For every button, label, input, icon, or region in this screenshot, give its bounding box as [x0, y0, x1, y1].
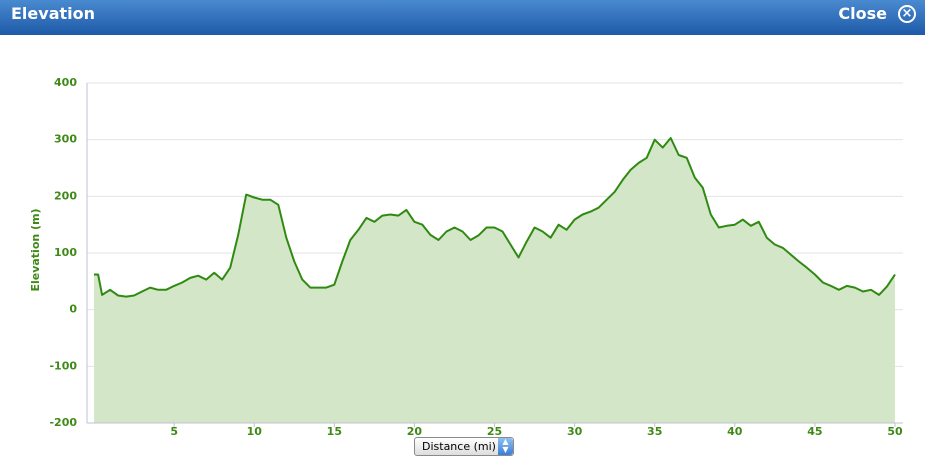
y-tick-label: 0	[69, 303, 77, 316]
x-tick-label: 30	[567, 425, 583, 435]
y-axis-label: Elevation (m)	[29, 208, 42, 291]
y-tick-label: 100	[54, 246, 77, 259]
y-tick-label: -200	[49, 416, 77, 429]
close-icon[interactable]: ×	[898, 5, 916, 23]
x-tick-label: 10	[247, 425, 263, 435]
x-tick-label: 35	[647, 425, 662, 435]
elevation-line	[94, 137, 896, 298]
y-tick-label: 200	[54, 189, 77, 202]
y-tick-label: 400	[54, 76, 77, 89]
y-tick-label: -100	[49, 359, 77, 372]
x-tick-label: 45	[807, 425, 822, 435]
x-axis-label[interactable]: Distance (mi)	[422, 440, 496, 453]
chart: Elevation (m) -200 -100 0 100 200 300 400 5 10 15…	[29, 76, 903, 435]
area-fill	[94, 138, 895, 423]
x-tick-label: 25	[487, 425, 502, 435]
x-tick-label: 40	[727, 425, 743, 435]
x-tick-label: 15	[327, 425, 342, 435]
window-title: Elevation	[11, 4, 96, 23]
x-tick-label: 50	[887, 425, 903, 435]
y-tick-label: 300	[54, 133, 77, 146]
dropdown-stepper[interactable]: ▲ ▼	[498, 438, 513, 455]
x-tick-label: 5	[170, 425, 178, 435]
close-button[interactable]: Close	[838, 4, 887, 23]
x-axis-dropdown[interactable]: Distance (mi) ▲ ▼	[414, 437, 514, 456]
x-tick-label: 20	[407, 425, 423, 435]
header-bar: Elevation Close ×	[0, 0, 925, 35]
